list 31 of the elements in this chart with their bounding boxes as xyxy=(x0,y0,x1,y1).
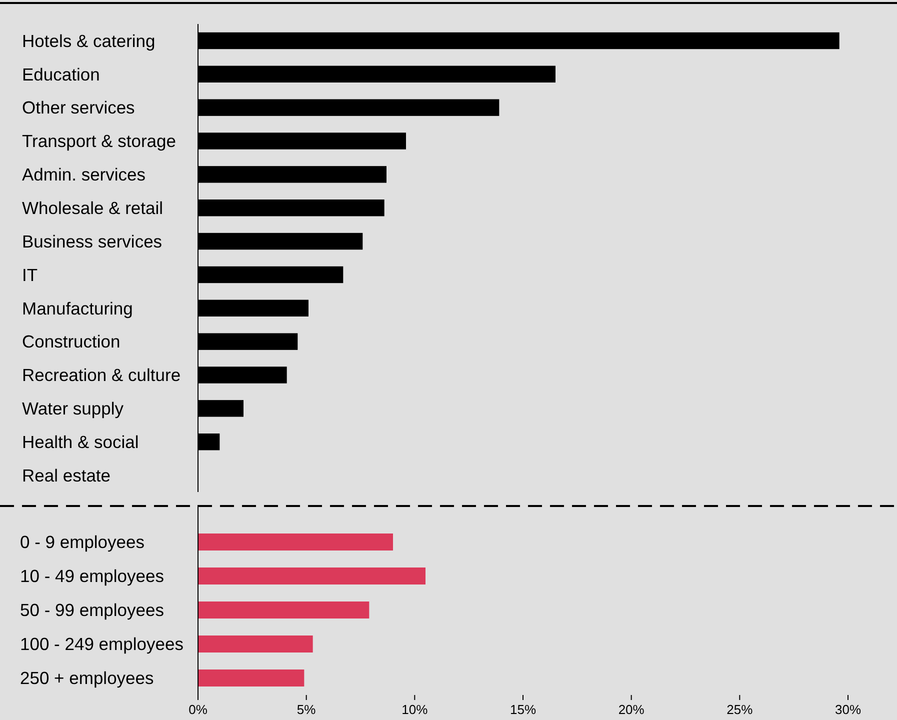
y-tick-label: 10 - 49 employees xyxy=(20,566,164,586)
y-tick-label: Business services xyxy=(22,231,162,252)
y-tick-label: Recreation & culture xyxy=(22,365,181,386)
x-tick-label: 25% xyxy=(726,702,754,717)
x-tick-label: 20% xyxy=(618,702,645,717)
y-tick-label: 50 - 99 employees xyxy=(20,600,164,620)
x-tick-label: 5% xyxy=(296,702,316,717)
x-tick-label: 10% xyxy=(402,702,428,717)
y-tick-label: Water supply xyxy=(22,398,124,419)
bar xyxy=(198,534,393,550)
y-tick-label: Real estate xyxy=(22,465,111,486)
y-tick-label: Hotels & catering xyxy=(22,30,156,51)
bar xyxy=(198,568,426,584)
y-tick-label: 0 - 9 employees xyxy=(20,532,145,552)
y-tick-label: Wholesale & retail xyxy=(22,198,164,218)
bar xyxy=(198,636,313,652)
x-tick-label: 0% xyxy=(188,702,208,717)
x-tick-label: 30% xyxy=(834,702,862,717)
bar xyxy=(198,602,370,618)
x-tick-label: 15% xyxy=(510,702,536,717)
y-tick-label: Construction xyxy=(22,332,120,352)
y-tick-label: Transport & storage xyxy=(22,131,176,152)
y-tick-label: IT xyxy=(22,264,38,285)
y-tick-label: 250 + employees xyxy=(20,668,154,688)
y-tick-label: Health & social xyxy=(22,432,139,452)
y-tick-label: Other services xyxy=(22,98,136,118)
y-tick-label: Education xyxy=(22,64,100,84)
bar xyxy=(198,670,304,686)
y-tick-label: Admin. services xyxy=(22,164,146,185)
y-tick-label: 100 - 249 employees xyxy=(20,634,184,654)
y-tick-label: Manufacturing xyxy=(22,298,133,318)
